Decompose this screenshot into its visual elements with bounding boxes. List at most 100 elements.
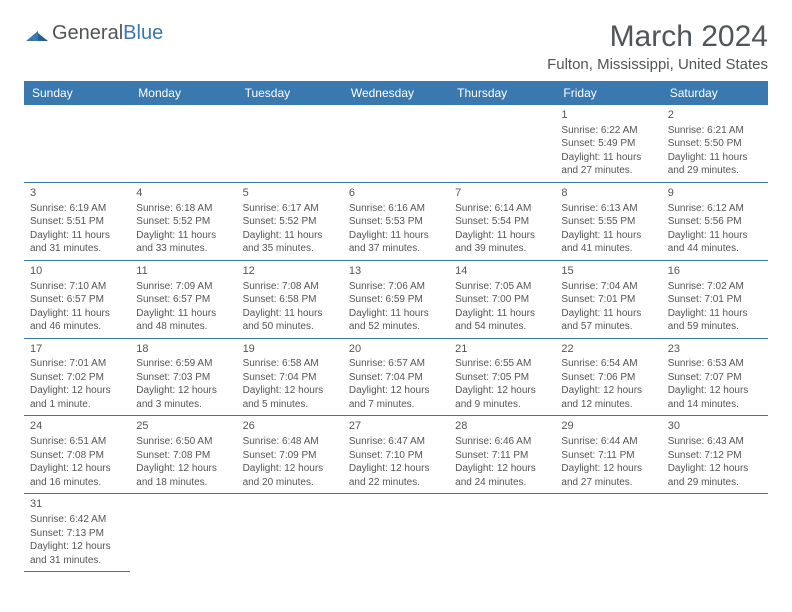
daylight-text: Daylight: 12 hours and 29 minutes.	[668, 462, 762, 489]
day-number: 10	[30, 264, 124, 279]
sunrise-text: Sunrise: 6:21 AM	[668, 124, 762, 138]
sunset-text: Sunset: 7:13 PM	[30, 527, 124, 541]
sunset-text: Sunset: 7:11 PM	[561, 449, 655, 463]
sunset-text: Sunset: 7:03 PM	[136, 371, 230, 385]
daylight-text: Daylight: 11 hours and 39 minutes.	[455, 229, 549, 256]
day-cell: 8Sunrise: 6:13 AMSunset: 5:55 PMDaylight…	[555, 183, 661, 261]
sunset-text: Sunset: 6:59 PM	[349, 293, 443, 307]
day-number: 3	[30, 186, 124, 201]
sunset-text: Sunset: 7:02 PM	[30, 371, 124, 385]
sunset-text: Sunset: 5:51 PM	[30, 215, 124, 229]
day-number: 28	[455, 419, 549, 434]
day-number: 4	[136, 186, 230, 201]
sunrise-text: Sunrise: 6:14 AM	[455, 202, 549, 216]
sunset-text: Sunset: 7:12 PM	[668, 449, 762, 463]
month-title: March 2024	[547, 20, 768, 54]
day-number: 27	[349, 419, 443, 434]
day-number: 5	[243, 186, 337, 201]
day-cell: 20Sunrise: 6:57 AMSunset: 7:04 PMDayligh…	[343, 339, 449, 417]
sunrise-text: Sunrise: 6:55 AM	[455, 357, 549, 371]
day-number: 15	[561, 264, 655, 279]
day-header: Sunday	[24, 81, 130, 105]
sunset-text: Sunset: 5:52 PM	[136, 215, 230, 229]
day-cell: 4Sunrise: 6:18 AMSunset: 5:52 PMDaylight…	[130, 183, 236, 261]
day-number: 13	[349, 264, 443, 279]
sunset-text: Sunset: 5:50 PM	[668, 137, 762, 151]
daylight-text: Daylight: 11 hours and 33 minutes.	[136, 229, 230, 256]
day-cell: 10Sunrise: 7:10 AMSunset: 6:57 PMDayligh…	[24, 261, 130, 339]
sunset-text: Sunset: 6:57 PM	[136, 293, 230, 307]
sunrise-text: Sunrise: 6:16 AM	[349, 202, 443, 216]
day-number: 29	[561, 419, 655, 434]
day-cell: 27Sunrise: 6:47 AMSunset: 7:10 PMDayligh…	[343, 416, 449, 494]
day-number: 18	[136, 342, 230, 357]
day-header: Tuesday	[237, 81, 343, 105]
sunset-text: Sunset: 7:04 PM	[243, 371, 337, 385]
daylight-text: Daylight: 11 hours and 27 minutes.	[561, 151, 655, 178]
day-cell: 14Sunrise: 7:05 AMSunset: 7:00 PMDayligh…	[449, 261, 555, 339]
day-cell: 7Sunrise: 6:14 AMSunset: 5:54 PMDaylight…	[449, 183, 555, 261]
day-number: 12	[243, 264, 337, 279]
daylight-text: Daylight: 12 hours and 20 minutes.	[243, 462, 337, 489]
sunset-text: Sunset: 7:00 PM	[455, 293, 549, 307]
day-cell: 16Sunrise: 7:02 AMSunset: 7:01 PMDayligh…	[662, 261, 768, 339]
sunrise-text: Sunrise: 6:59 AM	[136, 357, 230, 371]
sunrise-text: Sunrise: 6:48 AM	[243, 435, 337, 449]
sunset-text: Sunset: 7:04 PM	[349, 371, 443, 385]
day-cell: 12Sunrise: 7:08 AMSunset: 6:58 PMDayligh…	[237, 261, 343, 339]
location: Fulton, Mississippi, United States	[547, 56, 768, 73]
day-cell: 13Sunrise: 7:06 AMSunset: 6:59 PMDayligh…	[343, 261, 449, 339]
day-header: Friday	[555, 81, 661, 105]
logo: GeneralBlue	[24, 22, 163, 45]
sunrise-text: Sunrise: 7:02 AM	[668, 280, 762, 294]
daylight-text: Daylight: 11 hours and 44 minutes.	[668, 229, 762, 256]
daylight-text: Daylight: 11 hours and 50 minutes.	[243, 307, 337, 334]
day-cell: 19Sunrise: 6:58 AMSunset: 7:04 PMDayligh…	[237, 339, 343, 417]
sunset-text: Sunset: 5:52 PM	[243, 215, 337, 229]
calendar-grid: SundayMondayTuesdayWednesdayThursdayFrid…	[24, 81, 768, 572]
empty-cell	[449, 105, 555, 183]
day-cell: 22Sunrise: 6:54 AMSunset: 7:06 PMDayligh…	[555, 339, 661, 417]
day-number: 2	[668, 108, 762, 123]
day-number: 21	[455, 342, 549, 357]
day-cell: 5Sunrise: 6:17 AMSunset: 5:52 PMDaylight…	[237, 183, 343, 261]
title-block: March 2024 Fulton, Mississippi, United S…	[547, 20, 768, 73]
daylight-text: Daylight: 11 hours and 31 minutes.	[30, 229, 124, 256]
sunrise-text: Sunrise: 6:44 AM	[561, 435, 655, 449]
daylight-text: Daylight: 12 hours and 5 minutes.	[243, 384, 337, 411]
sunset-text: Sunset: 7:07 PM	[668, 371, 762, 385]
daylight-text: Daylight: 11 hours and 46 minutes.	[30, 307, 124, 334]
day-cell: 6Sunrise: 6:16 AMSunset: 5:53 PMDaylight…	[343, 183, 449, 261]
day-number: 17	[30, 342, 124, 357]
day-cell: 25Sunrise: 6:50 AMSunset: 7:08 PMDayligh…	[130, 416, 236, 494]
day-cell: 3Sunrise: 6:19 AMSunset: 5:51 PMDaylight…	[24, 183, 130, 261]
day-number: 23	[668, 342, 762, 357]
day-number: 25	[136, 419, 230, 434]
sunrise-text: Sunrise: 6:17 AM	[243, 202, 337, 216]
day-cell: 30Sunrise: 6:43 AMSunset: 7:12 PMDayligh…	[662, 416, 768, 494]
day-number: 14	[455, 264, 549, 279]
day-cell: 21Sunrise: 6:55 AMSunset: 7:05 PMDayligh…	[449, 339, 555, 417]
day-cell: 28Sunrise: 6:46 AMSunset: 7:11 PMDayligh…	[449, 416, 555, 494]
sunrise-text: Sunrise: 6:13 AM	[561, 202, 655, 216]
day-number: 22	[561, 342, 655, 357]
sunset-text: Sunset: 5:53 PM	[349, 215, 443, 229]
sunrise-text: Sunrise: 6:18 AM	[136, 202, 230, 216]
sunset-text: Sunset: 7:06 PM	[561, 371, 655, 385]
daylight-text: Daylight: 12 hours and 22 minutes.	[349, 462, 443, 489]
daylight-text: Daylight: 12 hours and 24 minutes.	[455, 462, 549, 489]
day-cell: 1Sunrise: 6:22 AMSunset: 5:49 PMDaylight…	[555, 105, 661, 183]
sunrise-text: Sunrise: 7:04 AM	[561, 280, 655, 294]
day-cell: 24Sunrise: 6:51 AMSunset: 7:08 PMDayligh…	[24, 416, 130, 494]
day-number: 31	[30, 497, 124, 512]
day-number: 16	[668, 264, 762, 279]
sunset-text: Sunset: 6:57 PM	[30, 293, 124, 307]
sunrise-text: Sunrise: 7:08 AM	[243, 280, 337, 294]
day-number: 8	[561, 186, 655, 201]
sunrise-text: Sunrise: 6:42 AM	[30, 513, 124, 527]
sunrise-text: Sunrise: 6:46 AM	[455, 435, 549, 449]
day-cell: 17Sunrise: 7:01 AMSunset: 7:02 PMDayligh…	[24, 339, 130, 417]
sunset-text: Sunset: 7:01 PM	[561, 293, 655, 307]
day-header: Wednesday	[343, 81, 449, 105]
daylight-text: Daylight: 12 hours and 31 minutes.	[30, 540, 124, 567]
